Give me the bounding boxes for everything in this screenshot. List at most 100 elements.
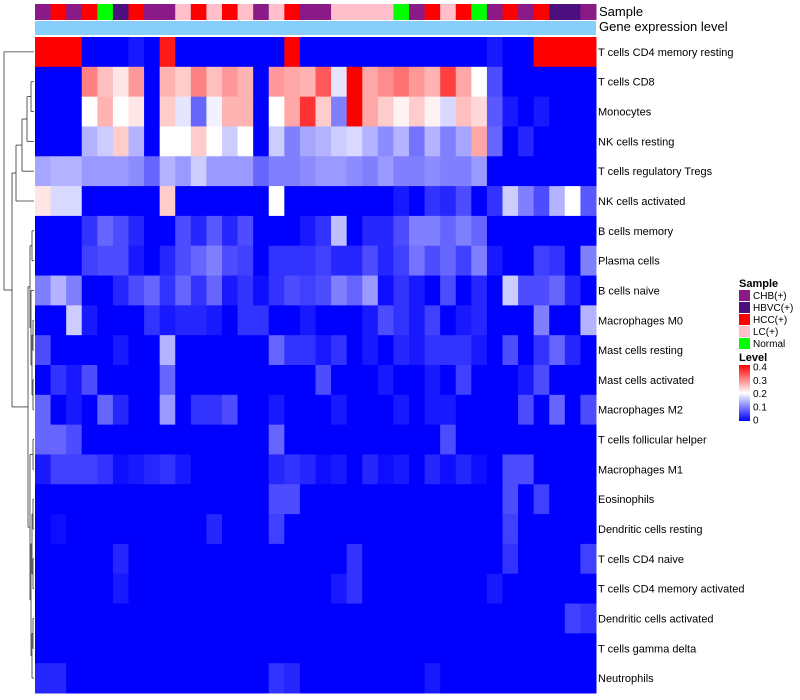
heatmap-cell [128, 573, 145, 605]
heatmap-cell [35, 484, 52, 515]
heatmap-cell [144, 394, 161, 426]
heatmap-cell [564, 275, 581, 306]
heatmap-cell [222, 275, 239, 306]
heatmap-cell [393, 275, 410, 306]
heatmap-cell [580, 365, 597, 396]
heatmap-cell [112, 305, 129, 336]
heatmap-cell [455, 186, 472, 217]
heatmap-cell [564, 66, 581, 98]
heatmap-cell [159, 633, 176, 664]
heatmap-cell [533, 215, 550, 247]
heatmap-cell [518, 633, 535, 664]
heatmap-cell [144, 186, 161, 217]
heatmap-cell [222, 126, 239, 157]
heatmap-cell [112, 126, 129, 157]
heatmap-cell [471, 275, 488, 306]
heatmap-cell [377, 126, 394, 157]
heatmap-cell [518, 245, 535, 277]
heatmap-cell [580, 484, 597, 515]
heatmap-cell [299, 186, 316, 217]
heatmap-cell [549, 96, 566, 127]
heatmap-cell [362, 663, 379, 694]
heatmap-cell [471, 394, 488, 426]
heatmap-cell [159, 394, 176, 426]
heatmap-cell [128, 365, 145, 396]
heatmap-cell [159, 454, 176, 485]
sample-annotation-bar [35, 4, 597, 20]
heatmap-cell [455, 215, 472, 247]
heatmap-cell [409, 156, 426, 187]
sample-annotation-cell [564, 4, 581, 20]
heatmap-cell [253, 633, 270, 664]
heatmap-cell [50, 305, 67, 336]
heatmap-cell [81, 96, 98, 127]
heatmap-cell [268, 245, 285, 277]
heatmap-cell [377, 573, 394, 605]
heatmap-cell [362, 96, 379, 127]
heatmap-cell [50, 484, 67, 515]
heatmap-cell [564, 573, 581, 605]
heatmap-cell [549, 126, 566, 157]
heatmap-cell [144, 543, 161, 575]
row-dendrogram [3, 51, 34, 679]
heatmap-cell [253, 365, 270, 396]
heatmap-cell [346, 424, 363, 455]
sample-legend-swatch [739, 314, 750, 325]
heatmap-cell [237, 245, 254, 277]
heatmap-cell [175, 663, 192, 694]
heatmap-cell [284, 484, 301, 515]
row-label: Eosinophils [598, 494, 655, 506]
row-label: T cells CD4 naive [598, 554, 684, 566]
heatmap-cell [284, 186, 301, 217]
heatmap-cell [35, 37, 52, 68]
heatmap-cell [393, 37, 410, 68]
sample-annotation-cell [190, 4, 207, 20]
heatmap-cell [50, 37, 67, 68]
heatmap-cell [159, 96, 176, 127]
heatmap-cell [81, 245, 98, 277]
heatmap-cell [175, 66, 192, 98]
heatmap-cell [315, 603, 332, 634]
heatmap-cell [81, 37, 98, 68]
heatmap-cell [206, 66, 223, 98]
heatmap-cell [440, 394, 457, 426]
heatmap-cell [35, 335, 52, 366]
heatmap-cell [455, 663, 472, 694]
heatmap-cell [253, 156, 270, 187]
heatmap-cell [268, 37, 285, 68]
heatmap-cell [471, 335, 488, 366]
heatmap-cell [424, 573, 441, 605]
heatmap-cell [455, 514, 472, 545]
heatmap-cell [159, 186, 176, 217]
heatmap-cell [549, 305, 566, 336]
heatmap-cell [346, 514, 363, 545]
heatmap-cell [50, 603, 67, 634]
heatmap-cell [284, 126, 301, 157]
heatmap-cell [144, 603, 161, 634]
row-label: T cells gamma delta [598, 643, 697, 655]
heatmap-cell [128, 424, 145, 455]
heatmap-cell [409, 66, 426, 98]
sample-annotation-cell [97, 4, 114, 20]
heatmap-cell [112, 603, 129, 634]
heatmap-cell [112, 96, 129, 127]
heatmap-cell [393, 215, 410, 247]
sample-annotation-cell [580, 4, 597, 20]
heatmap-cell [159, 573, 176, 605]
heatmap-cell [128, 514, 145, 545]
heatmap-cell [299, 663, 316, 694]
heatmap-cell [144, 573, 161, 605]
heatmap-cell [409, 245, 426, 277]
heatmap-cell [253, 275, 270, 306]
heatmap-cell [175, 633, 192, 664]
heatmap-cell [190, 514, 207, 545]
heatmap-cell [564, 394, 581, 426]
heatmap-cell [222, 305, 239, 336]
heatmap-cell [362, 275, 379, 306]
heatmap-cell [331, 245, 348, 277]
heatmap-cell [518, 424, 535, 455]
heatmap-cell [502, 394, 519, 426]
heatmap-cell [237, 275, 254, 306]
heatmap-cell [518, 186, 535, 217]
